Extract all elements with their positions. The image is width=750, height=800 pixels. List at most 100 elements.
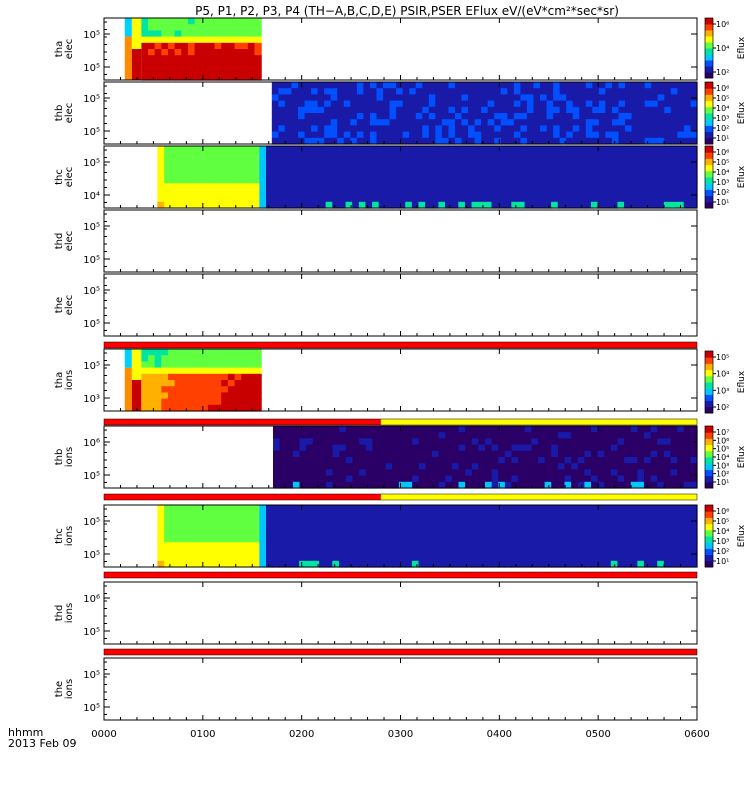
thb_elec-cell — [461, 137, 469, 145]
thb_elec-cell — [618, 125, 626, 133]
thc_elec-blue-cell — [677, 164, 685, 172]
thb_ions-cell — [471, 463, 479, 470]
tha_ions-cell — [154, 349, 162, 356]
thc_ions-blue-cell — [338, 554, 347, 562]
colorbar-swatch — [705, 111, 713, 114]
tha_ions-cell — [194, 355, 202, 362]
thb_elec-cell — [422, 100, 430, 108]
thc_elec-blue-cell — [524, 164, 532, 172]
thb_elec-cell — [611, 88, 620, 95]
thb_ions-cell — [372, 444, 380, 452]
thb_ions-cell — [597, 426, 605, 433]
tha_ions-cell — [181, 404, 189, 412]
thb_elec-cell — [337, 82, 345, 89]
y-tick-label: 10⁵ — [83, 517, 100, 528]
thb_elec-cell — [611, 119, 620, 126]
tha_ions-cell — [187, 373, 196, 381]
thb_ions-cell — [544, 432, 552, 439]
thb_elec-cell — [598, 88, 607, 95]
tha_ions-cell — [187, 386, 196, 393]
thc_ions-green-cell — [170, 536, 179, 543]
thc_ions-blue-cell — [425, 505, 433, 512]
tha_elec-cell — [241, 61, 249, 69]
thc_elec-blue-cell — [285, 146, 294, 153]
tha_elec-cell — [234, 18, 242, 25]
thc_ions-blue-cell — [352, 529, 360, 537]
thc_ions-blue-cell — [431, 511, 439, 518]
tha_ions-cell — [234, 398, 242, 406]
thb_elec-cell — [540, 88, 548, 95]
thc_ions-blue-cell — [630, 542, 638, 549]
thc_elec-green-cell — [198, 177, 206, 184]
colorbar-swatch — [705, 139, 713, 142]
thb_ions-cell — [418, 463, 426, 470]
tha_ions-cell — [207, 398, 216, 406]
thb_ions-cell — [398, 450, 407, 458]
thb_ions-cell — [405, 463, 413, 470]
thc_ions-blue-cell — [617, 560, 625, 568]
thb_ions-cell — [379, 457, 387, 464]
thb_elec-cell — [598, 100, 607, 108]
thc_elec-green-cell — [204, 170, 213, 178]
thc_ions-blue-cell — [352, 523, 360, 531]
colorbar-swatch — [705, 522, 713, 525]
thb_ions-cell — [345, 450, 354, 458]
colorbar-swatch — [705, 386, 713, 389]
thc_elec-blue-cell — [544, 189, 552, 197]
thc_ions-blue-cell — [312, 560, 320, 568]
thc_elec-blue-cell — [431, 170, 439, 178]
colorbar-tick-label: 10² — [716, 470, 729, 479]
thb_ions-cell — [352, 432, 360, 439]
thb_ions-cell — [425, 481, 433, 489]
thb_ions-cell — [471, 481, 479, 489]
thb_ions-cell — [432, 463, 440, 470]
thc_elec-green-cell — [184, 177, 192, 184]
thc_ions-blue-cell — [398, 548, 406, 556]
thc_elec-blue-cell — [551, 164, 559, 172]
tha_elec-cell — [167, 49, 176, 56]
thc_ions-green-cell — [204, 560, 213, 568]
thc_ions-blue-cell — [365, 542, 373, 549]
thb_ions-cell — [544, 475, 552, 483]
thb_ions-cell — [312, 426, 320, 433]
thc_ions-blue-cell — [431, 523, 439, 531]
thc_ions-blue-cell — [299, 505, 307, 512]
thb_ions-cell — [538, 475, 546, 483]
thb_ions-cell — [379, 475, 387, 483]
thc_ions-blue-cell — [690, 554, 698, 562]
tha_ions-cell — [254, 398, 262, 406]
thc_elec-blue-cell — [524, 170, 532, 178]
thb_ions-cell — [471, 432, 479, 439]
colorbar-swatch — [705, 30, 713, 32]
thc_ions-blue-cell — [597, 554, 605, 562]
thc_elec-blue-cell — [385, 177, 393, 184]
thc_elec-green-cell — [211, 183, 220, 190]
thb_elec-cell — [284, 125, 293, 133]
thc_ions-blue-cell — [537, 505, 546, 512]
thc_ions-blue-cell — [551, 548, 559, 556]
thc_ions-blue-cell — [590, 517, 599, 525]
thb_ions-cell — [491, 475, 499, 483]
thc_elec-blue-cell — [557, 201, 565, 209]
thc_elec-green-cell — [232, 170, 240, 178]
thc_ions-blue-cell — [299, 517, 307, 525]
y-tick-label: 10⁵ — [83, 127, 100, 138]
thb_elec-cell — [520, 125, 528, 133]
thb_ions-cell — [604, 432, 612, 439]
thc_ions-green-cell — [232, 505, 240, 512]
thc_ions-green-cell — [164, 542, 172, 549]
thc_elec-blue-cell — [511, 152, 519, 159]
thb_ions-cell — [617, 426, 625, 433]
thc_ions-blue-cell — [325, 517, 333, 525]
thb_ions-cell — [438, 426, 446, 433]
colorbar-swatch — [705, 109, 713, 112]
thc_ions-blue-cell — [365, 529, 373, 537]
thb_ions-cell — [511, 475, 519, 483]
tha_elec-cell — [148, 42, 156, 50]
thb_elec-cell — [402, 113, 410, 120]
thb_ions-cell — [564, 444, 572, 452]
tha_ions-cell — [234, 349, 242, 356]
colorbar-swatch — [705, 399, 713, 402]
thb_ions-cell — [432, 450, 440, 458]
thc_elec-blue-cell — [577, 183, 585, 190]
